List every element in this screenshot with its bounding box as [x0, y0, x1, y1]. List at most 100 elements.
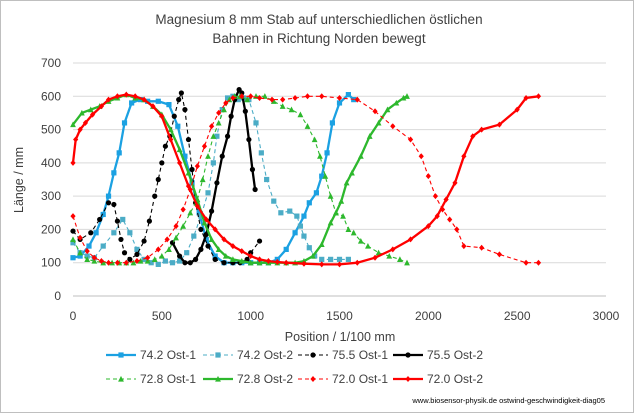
- data-point: [375, 249, 382, 256]
- data-point: [479, 244, 485, 251]
- data-point: [132, 93, 138, 100]
- data-point: [159, 113, 165, 120]
- legend-entry: 74.2 Ost-1: [106, 348, 196, 362]
- data-point: [158, 252, 165, 259]
- legend-label: 72.8 Ost-1: [140, 372, 196, 386]
- data-point: [203, 231, 209, 238]
- data-point: [111, 230, 117, 236]
- data-point: [146, 218, 152, 224]
- data-point: [407, 136, 414, 143]
- data-point: [150, 103, 156, 110]
- data-point: [196, 210, 202, 216]
- data-point: [111, 201, 117, 208]
- data-point: [283, 259, 289, 266]
- data-point: [372, 254, 378, 261]
- x-tick-label: 1500: [326, 309, 353, 323]
- data-point: [304, 123, 311, 129]
- data-point: [212, 226, 218, 233]
- data-point: [256, 94, 263, 101]
- data-point: [141, 238, 147, 244]
- data-point: [278, 210, 284, 216]
- data-point: [223, 99, 229, 106]
- data-point: [201, 219, 208, 226]
- data-point: [454, 226, 460, 233]
- data-point: [256, 256, 263, 263]
- data-point: [535, 93, 542, 100]
- y-axis-ticks: 0 100 200 300 400 500 600 700: [41, 56, 61, 303]
- data-point: [205, 190, 211, 196]
- data-point: [194, 203, 200, 210]
- data-point: [372, 108, 378, 115]
- data-point: [175, 123, 181, 129]
- legend-entry: 72.8 Ost-2: [203, 372, 293, 386]
- data-point: [87, 106, 94, 113]
- data-point: [253, 120, 259, 126]
- data-point: [166, 102, 172, 108]
- data-point: [238, 257, 245, 264]
- data-point: [287, 208, 293, 214]
- legend-entry: 75.5 Ost-2: [393, 348, 483, 362]
- data-point: [105, 259, 112, 266]
- data-point: [235, 97, 241, 103]
- data-point: [311, 136, 318, 143]
- data-point: [100, 211, 106, 218]
- series-72-0-ost-2: [70, 91, 542, 268]
- data-point: [93, 230, 99, 236]
- data-point: [279, 103, 286, 109]
- data-point: [365, 242, 371, 249]
- data-point: [386, 252, 393, 259]
- data-point: [393, 99, 400, 106]
- data-point: [246, 136, 252, 143]
- data-point: [184, 250, 190, 256]
- data-point: [114, 259, 121, 266]
- data-point: [159, 160, 165, 166]
- data-point: [130, 259, 137, 266]
- data-point: [248, 93, 254, 100]
- x-tick-label: 500: [152, 309, 172, 323]
- legend-label: 74.2 Ost-2: [237, 348, 293, 362]
- data-point: [215, 246, 222, 252]
- data-point: [400, 94, 407, 101]
- legend-marker: [405, 376, 411, 382]
- series-75-5-ost-2: [169, 87, 258, 266]
- data-point: [328, 256, 334, 262]
- chart-subtitle: Bahnen in Richtung Norden bewegt: [212, 31, 425, 46]
- data-point: [177, 258, 183, 264]
- data-point: [265, 258, 272, 265]
- data-point: [514, 106, 520, 113]
- data-point: [98, 103, 105, 110]
- data-point: [212, 253, 218, 259]
- data-point: [198, 226, 204, 233]
- data-point: [319, 93, 325, 100]
- data-point: [129, 100, 135, 106]
- data-point: [198, 246, 204, 252]
- data-point: [70, 240, 76, 246]
- data-point: [177, 253, 183, 259]
- data-point: [114, 218, 121, 224]
- data-point: [70, 159, 76, 166]
- data-point: [322, 173, 329, 179]
- series-72-0-ost-1: [70, 93, 542, 266]
- data-point: [252, 186, 258, 193]
- data-point: [82, 119, 89, 126]
- data-point: [256, 259, 263, 266]
- data-point: [425, 173, 431, 180]
- data-point: [366, 133, 373, 139]
- data-point: [404, 259, 410, 266]
- data-point: [375, 119, 382, 126]
- legend-label: 72.0 Ost-2: [427, 372, 483, 386]
- data-point: [111, 170, 117, 176]
- data-point: [141, 96, 147, 103]
- data-point: [148, 260, 154, 266]
- data-point: [390, 246, 396, 253]
- data-point: [208, 236, 215, 243]
- data-point: [187, 260, 193, 266]
- legend-marker: [405, 352, 411, 358]
- x-tick-label: 3000: [593, 309, 620, 323]
- data-point: [171, 113, 177, 119]
- data-point: [100, 259, 107, 266]
- data-point: [452, 179, 458, 186]
- data-point: [384, 106, 391, 113]
- y-axis-label: Länge / mm: [12, 147, 26, 213]
- data-point: [221, 260, 227, 266]
